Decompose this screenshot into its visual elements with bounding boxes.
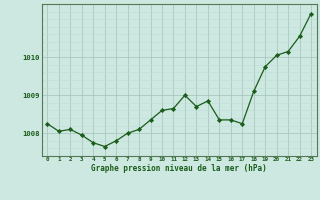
X-axis label: Graphe pression niveau de la mer (hPa): Graphe pression niveau de la mer (hPa)	[91, 164, 267, 173]
